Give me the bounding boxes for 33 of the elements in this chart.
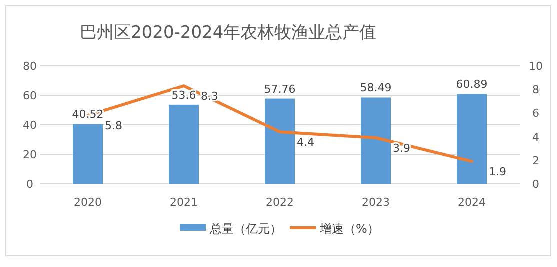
bar	[361, 98, 391, 184]
x-tick-label: 2022	[266, 196, 294, 209]
label: 5.8	[105, 120, 122, 133]
y2-tick-label: 8	[532, 84, 540, 97]
x-tick-label: 2020	[74, 196, 102, 209]
y-tick-label: 0	[26, 178, 34, 191]
bar	[265, 98, 295, 184]
label: 3.9	[393, 142, 410, 155]
chart-title: 巴州区2020-2024年农林牧渔业总产值	[80, 23, 377, 43]
bar	[169, 104, 199, 184]
label: 40.52	[72, 108, 104, 122]
x-tick-label: 2021	[170, 196, 198, 209]
y-tick-label: 40	[23, 119, 37, 132]
y-tick-label: 20	[23, 148, 37, 162]
y2-tick-label: 2	[532, 154, 540, 168]
label: 60.89	[456, 78, 488, 92]
label: 57.76	[264, 82, 296, 96]
y-tick-label: 80	[23, 60, 37, 73]
bar	[457, 94, 487, 184]
label: 1.9	[489, 166, 506, 179]
bar	[73, 124, 103, 184]
label: 4.4	[297, 136, 314, 150]
y2-tick-label: 10	[529, 60, 543, 73]
label: 53.6	[172, 88, 196, 102]
x-tick-label: 2023	[362, 196, 390, 209]
x-tick-label: 2024	[458, 196, 486, 209]
legend-label: 总量（亿元）	[209, 222, 282, 236]
y2-tick-label: 4	[532, 130, 540, 144]
y-tick-label: 60	[23, 90, 37, 102]
y2-tick-label: 6	[532, 107, 540, 120]
legend-label: 增速（%）	[319, 222, 380, 236]
y2-tick-label: 0	[532, 178, 540, 191]
label: 58.49	[360, 82, 392, 95]
